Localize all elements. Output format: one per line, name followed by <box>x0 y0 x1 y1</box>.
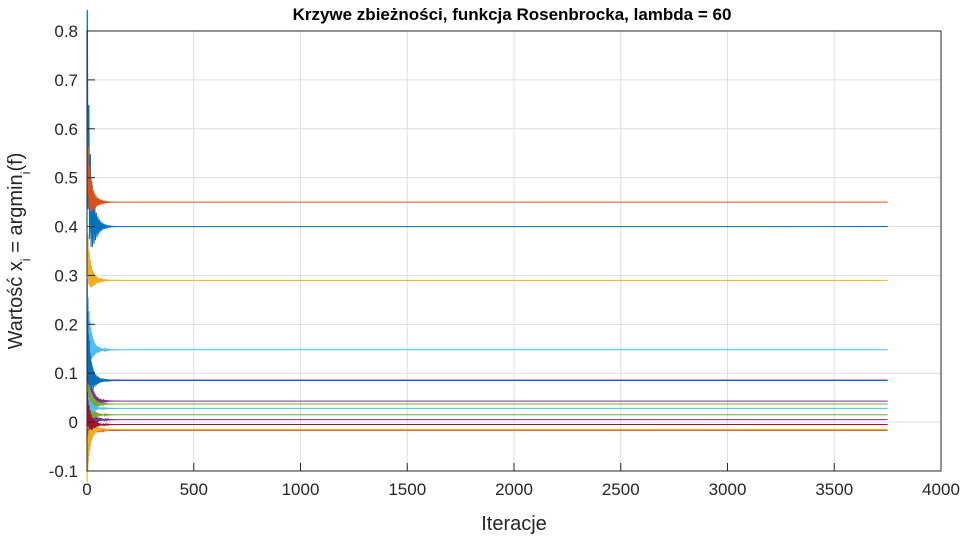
series-line <box>86 365 888 426</box>
y-tick-label: 0.1 <box>54 364 78 383</box>
series-line <box>86 298 888 390</box>
series-line <box>86 9 888 248</box>
series-line <box>86 338 888 410</box>
series-line <box>86 214 888 288</box>
series-lines <box>86 9 888 483</box>
series-line <box>86 348 888 386</box>
series-line <box>86 109 888 212</box>
series-line <box>86 361 888 411</box>
tick-labels: 0 500 1000 1500 2000 2500 3000 3500 4000-0.100.1… <box>49 22 960 499</box>
x-tick-label: 1000 <box>282 480 320 499</box>
series-line <box>86 278 888 359</box>
series-line <box>86 392 888 431</box>
y-tick-label: 0.5 <box>54 169 78 188</box>
y-axis-label: Wartość xi = argmini(f) <box>5 153 33 350</box>
y-tick-label: 0 <box>69 413 78 432</box>
x-tick-label: 2500 <box>602 480 640 499</box>
series-line <box>86 424 888 483</box>
y-tick-label: 0.7 <box>54 71 78 90</box>
x-tick-label: 1500 <box>388 480 426 499</box>
series-line <box>86 386 888 414</box>
x-tick-label: 3500 <box>815 480 853 499</box>
grid-lines <box>86 30 942 472</box>
chart-title: Krzywe zbieżności, funkcja Rosenbrocka, … <box>293 5 732 24</box>
x-tick-label: 500 <box>180 480 208 499</box>
y-tick-label: 0.3 <box>54 266 78 285</box>
x-axis-label: Iteracje <box>481 513 547 535</box>
y-tick-label: 0.8 <box>54 22 78 41</box>
y-tick-label: -0.1 <box>49 462 78 481</box>
y-tick-label: 0.6 <box>54 120 78 139</box>
x-tick-label: 0 <box>82 480 91 499</box>
x-tick-label: 2000 <box>495 480 533 499</box>
y-tick-label: 0.4 <box>54 218 78 237</box>
x-tick-label: 4000 <box>922 480 960 499</box>
y-tick-label: 0.2 <box>54 315 78 334</box>
x-tick-label: 3000 <box>709 480 747 499</box>
